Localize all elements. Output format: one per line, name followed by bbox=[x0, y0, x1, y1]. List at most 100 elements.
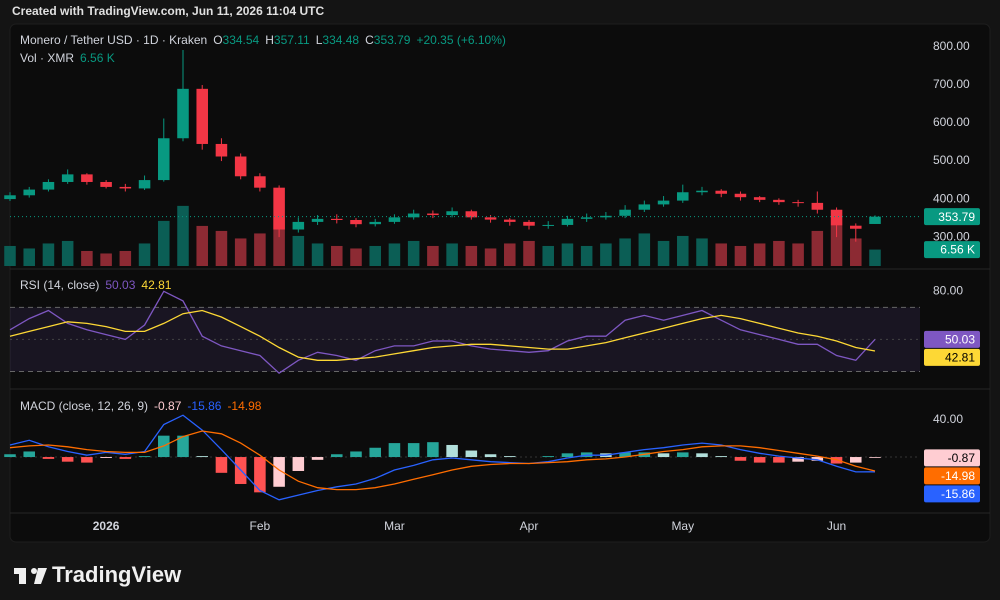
candle-body bbox=[350, 219, 362, 225]
candle-body bbox=[61, 174, 74, 182]
legend-title: MACD (close, 12, 26, 9) bbox=[20, 399, 149, 413]
volume-bar bbox=[215, 230, 228, 266]
candle-body bbox=[715, 190, 727, 194]
histogram-bar bbox=[81, 457, 93, 463]
candle-body bbox=[465, 211, 478, 218]
candle-body bbox=[215, 143, 228, 157]
histogram-bar bbox=[484, 454, 497, 458]
x-tick-label: 2026 bbox=[93, 519, 120, 533]
price-legend: Monero / Tether USD · 1D · Kraken O334.54… bbox=[20, 33, 506, 47]
histogram-bar bbox=[773, 457, 785, 463]
ohlc-value: 334.48 bbox=[322, 33, 360, 47]
histogram-bar bbox=[792, 457, 804, 462]
volume-bar bbox=[4, 245, 16, 266]
volume-bar bbox=[773, 240, 785, 266]
candle-body bbox=[138, 180, 151, 189]
histogram-bar bbox=[446, 444, 458, 458]
candle-body bbox=[869, 216, 881, 224]
y-tick-label: 800.00 bbox=[933, 39, 970, 53]
volume-bar bbox=[427, 245, 439, 266]
macd-tag bbox=[924, 485, 980, 503]
volume-bar bbox=[811, 230, 824, 266]
ohlc-item: H357.11 bbox=[265, 33, 309, 47]
histogram-bar bbox=[138, 456, 151, 458]
y-tick-label: 600.00 bbox=[933, 115, 970, 129]
candle-body bbox=[850, 225, 862, 229]
candle-body bbox=[311, 218, 324, 222]
chart-frame bbox=[9, 23, 991, 543]
histogram-bar bbox=[350, 451, 362, 458]
rsi-band bbox=[10, 307, 920, 372]
histogram-bar bbox=[715, 456, 727, 458]
volume-bar bbox=[484, 248, 497, 266]
candle-body bbox=[388, 217, 401, 222]
volume-bar bbox=[850, 238, 862, 266]
histogram-bar bbox=[4, 454, 16, 458]
volume-bar bbox=[196, 225, 208, 266]
y-tick-label: 300.00 bbox=[933, 229, 970, 243]
volume-bar bbox=[715, 243, 727, 266]
volume-bar bbox=[61, 240, 74, 266]
logo-shape bbox=[31, 568, 37, 574]
volume-bar bbox=[100, 253, 112, 266]
volume-bar bbox=[42, 243, 55, 266]
volume-bar bbox=[600, 243, 612, 266]
y-tick-label: 40.00 bbox=[933, 412, 963, 426]
candle-body bbox=[446, 211, 458, 216]
volume-bar bbox=[696, 238, 708, 266]
legend-value: 50.03 bbox=[105, 278, 136, 292]
ohlc-label: O bbox=[213, 33, 223, 47]
volume-bar bbox=[254, 233, 266, 266]
x-tick-label: Apr bbox=[520, 519, 539, 533]
ohlc-value: 334.54 bbox=[222, 33, 260, 47]
histogram-bar bbox=[292, 457, 305, 471]
logo-shape bbox=[34, 568, 47, 584]
histogram-bar bbox=[734, 457, 747, 461]
volume-bar bbox=[446, 243, 458, 266]
candle-body bbox=[254, 176, 266, 188]
volume-bar bbox=[580, 245, 593, 266]
volume-bar bbox=[542, 245, 554, 266]
histogram-bar bbox=[869, 457, 881, 458]
line bbox=[9, 414, 876, 501]
histogram-bar bbox=[369, 447, 381, 458]
candle-body bbox=[427, 213, 439, 216]
volume-bar bbox=[657, 240, 670, 266]
volume-bar bbox=[869, 249, 881, 266]
x-tick-label: Jun bbox=[827, 519, 846, 533]
line bbox=[9, 290, 876, 375]
volume-bar bbox=[465, 245, 478, 266]
histogram-bar bbox=[619, 452, 631, 458]
volume-bar bbox=[119, 250, 132, 266]
volume-bar bbox=[138, 243, 151, 266]
candle-body bbox=[830, 209, 843, 226]
legend-title: RSI (14, close) bbox=[20, 278, 100, 292]
candle-body bbox=[177, 88, 189, 139]
volume-bar bbox=[158, 220, 170, 266]
volume-bar bbox=[638, 233, 651, 266]
logo bbox=[14, 568, 47, 584]
macd-tag-label: -15.86 bbox=[941, 487, 975, 501]
candle-body bbox=[580, 217, 593, 219]
candle-body bbox=[273, 187, 285, 230]
line bbox=[9, 309, 876, 361]
volume-bar bbox=[504, 243, 516, 266]
histogram-bar bbox=[504, 456, 516, 458]
candle-body bbox=[4, 195, 16, 200]
legend-value: -14.98 bbox=[227, 399, 262, 413]
candle-body bbox=[811, 202, 824, 210]
volume-bar bbox=[792, 243, 804, 266]
candle-body bbox=[504, 219, 516, 222]
histogram-bar bbox=[657, 453, 670, 458]
candle-body bbox=[234, 156, 247, 177]
rsi-tag bbox=[924, 330, 980, 348]
volume-bar bbox=[350, 248, 362, 266]
candle-body bbox=[196, 88, 208, 144]
x-tick-label: Feb bbox=[250, 519, 271, 533]
macd-legend: MACD (close, 12, 26, 9) -0.87 -15.86 -14.98 bbox=[20, 399, 261, 413]
y-tick-label: 400.00 bbox=[933, 191, 970, 205]
rsi-legend: RSI (14, close) 50.03 42.81 bbox=[20, 278, 171, 292]
created-note: Created with TradingView.com, Jun 11, 20… bbox=[12, 4, 325, 18]
volume-bar bbox=[369, 245, 381, 266]
